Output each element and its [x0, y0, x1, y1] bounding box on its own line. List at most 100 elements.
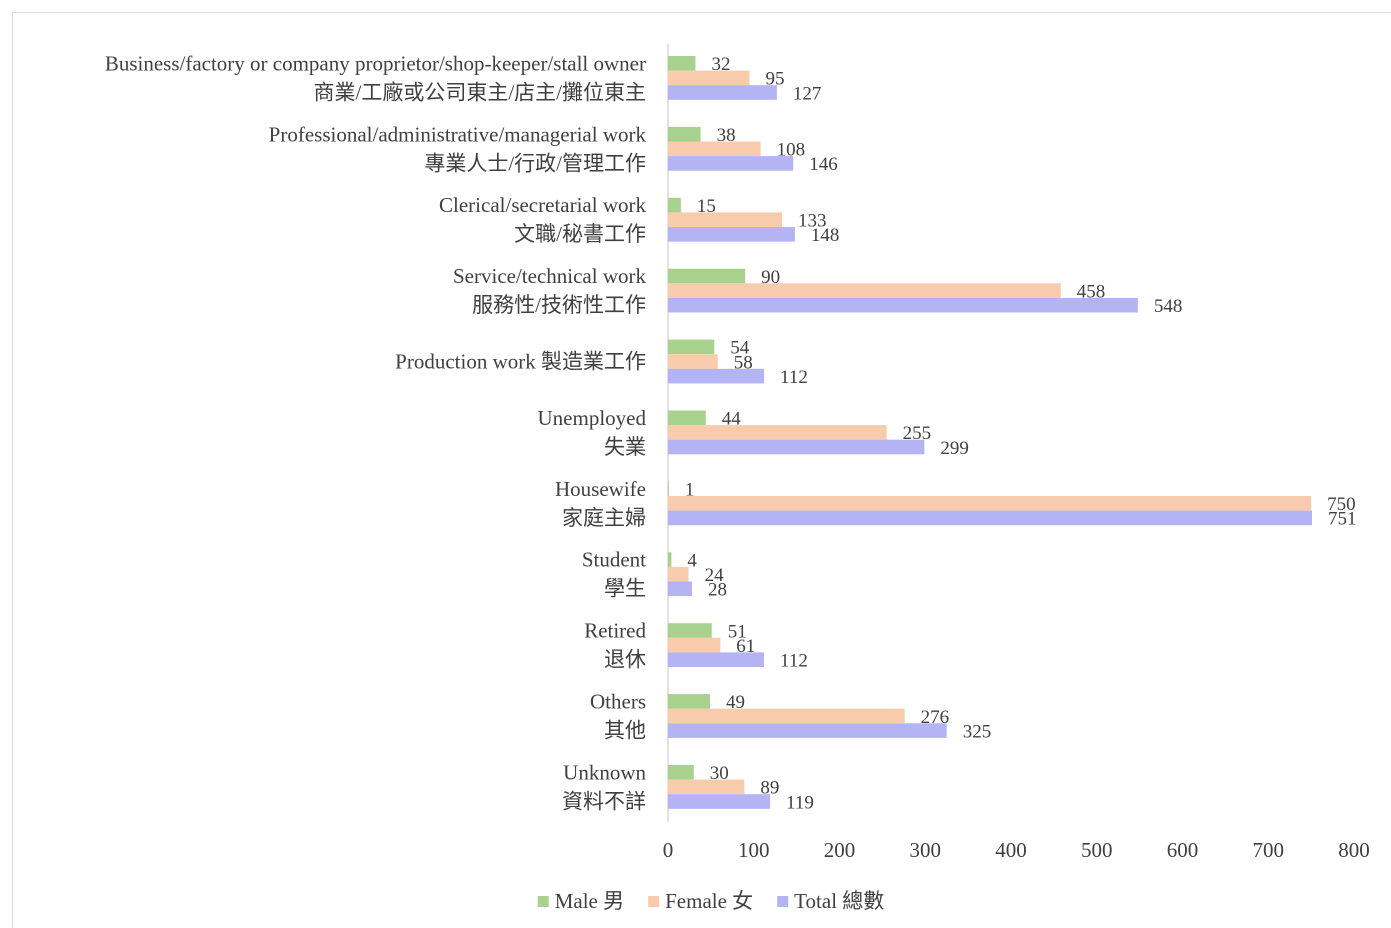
data-label: 24 [705, 565, 725, 586]
data-label: 95 [765, 69, 784, 90]
category-label: Business/factory or company proprietor/s… [105, 51, 646, 75]
bar [668, 652, 765, 667]
category-label: Clerical/secretarial work [439, 193, 646, 217]
bar [668, 694, 711, 709]
bar [668, 637, 721, 653]
x-tick-label: 0 [663, 838, 674, 862]
bar [668, 581, 693, 597]
bar [668, 566, 689, 582]
data-label: 54 [730, 338, 750, 359]
x-tick-label: 500 [1081, 838, 1113, 862]
bar [668, 339, 715, 355]
data-label: 61 [736, 636, 755, 657]
bar [668, 197, 681, 213]
data-label: 89 [760, 778, 779, 799]
bar [668, 56, 696, 71]
category-label: Service/technical work [453, 264, 646, 288]
bar [668, 283, 1061, 298]
data-label: 32 [711, 54, 730, 75]
bar [668, 227, 795, 242]
category-label: Unknown [563, 760, 646, 784]
bar [668, 439, 925, 455]
x-tick-label: 300 [910, 838, 942, 862]
x-tick-label: 400 [995, 838, 1027, 862]
data-label: 44 [722, 409, 742, 430]
data-label: 112 [780, 367, 808, 388]
data-label: 90 [761, 267, 780, 288]
data-label: 1 [685, 480, 695, 501]
legend-label: Male 男 [555, 889, 624, 913]
legend-swatch [537, 896, 549, 907]
data-label: 4 [687, 550, 697, 571]
category-label: Unemployed [538, 406, 647, 430]
data-label: 51 [728, 621, 747, 642]
data-label: 119 [786, 792, 814, 813]
bar [668, 425, 887, 440]
data-label: 108 [777, 140, 806, 161]
bar [668, 510, 1312, 526]
data-label: 751 [1328, 509, 1357, 530]
category-label: 退休 [604, 648, 646, 672]
x-tick-label: 700 [1253, 838, 1285, 862]
bar [668, 410, 706, 426]
data-label: 127 [793, 83, 822, 104]
data-label: 15 [697, 196, 716, 217]
legend-swatch [648, 896, 660, 907]
data-label: 38 [717, 125, 736, 146]
data-label: 112 [780, 651, 808, 672]
data-label: 750 [1327, 494, 1356, 515]
legend-label: Female 女 [665, 889, 753, 913]
x-tick-label: 800 [1338, 838, 1370, 862]
category-label: 專業人士/行政/管理工作 [424, 151, 646, 175]
bar [668, 268, 746, 284]
bar [668, 708, 905, 724]
data-label: 255 [903, 423, 932, 444]
bar [668, 552, 672, 567]
data-label: 458 [1077, 281, 1106, 302]
category-label: Retired [584, 619, 646, 643]
bar [668, 779, 745, 795]
bar [668, 156, 794, 171]
bar [668, 368, 765, 384]
category-label: 文職/秘書工作 [514, 222, 646, 246]
bar [668, 623, 712, 638]
category-label: 商業/工廠或公司東主/店主/攤位東主 [313, 80, 646, 104]
bar [668, 765, 694, 780]
x-tick-label: 600 [1167, 838, 1199, 862]
category-label: 服務性/技術性工作 [472, 293, 646, 317]
data-label: 325 [963, 721, 992, 742]
bar [668, 126, 701, 142]
bar [668, 496, 1312, 511]
category-label: Production work 製造業工作 [395, 350, 646, 374]
data-label: 146 [809, 154, 838, 175]
category-label: Student [582, 548, 646, 572]
category-label: Professional/administrative/managerial w… [269, 122, 647, 146]
data-label: 58 [734, 352, 753, 373]
bar [668, 794, 771, 809]
category-label: 學生 [604, 577, 646, 601]
bar [668, 212, 783, 227]
bar [668, 70, 750, 86]
bar [668, 297, 1138, 313]
category-label: 其他 [604, 719, 646, 743]
data-label: 548 [1154, 296, 1183, 317]
bar [668, 85, 777, 100]
legend-swatch [777, 896, 789, 907]
data-label: 28 [708, 580, 727, 601]
category-label: Housewife [555, 477, 646, 501]
bar [668, 354, 718, 369]
category-label: 資料不詳 [562, 789, 646, 813]
data-label: 49 [726, 692, 745, 713]
data-label: 133 [798, 211, 827, 232]
legend-label: Total 總數 [794, 889, 884, 913]
bar [668, 723, 947, 738]
bar [668, 481, 669, 496]
category-label: 家庭主婦 [562, 506, 646, 530]
chart-frame [12, 12, 1391, 928]
data-label: 30 [710, 763, 729, 784]
bar [668, 141, 761, 157]
category-label: Others [590, 690, 646, 714]
data-label: 299 [940, 438, 969, 459]
category-label: 失業 [604, 435, 646, 459]
